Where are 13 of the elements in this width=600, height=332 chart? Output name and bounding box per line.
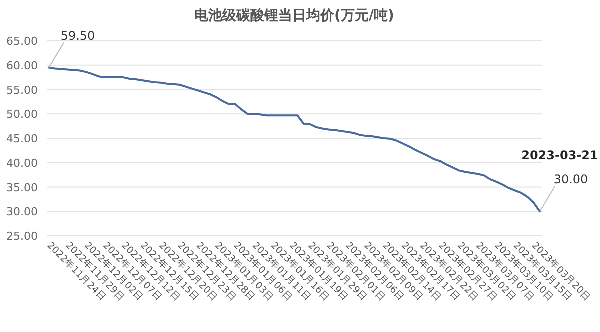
y-tick-label: 65.00 — [6, 35, 38, 48]
annotation: 2023-03-21 — [522, 148, 598, 163]
y-tick-label: 45.00 — [6, 132, 38, 146]
y-tick-label: 30.00 — [6, 206, 38, 219]
data-label: 59.50 — [60, 28, 96, 43]
chart-title: 电池级碳酸锂当日均价(万元/吨) — [194, 8, 394, 24]
y-tick-label: 55.00 — [6, 84, 38, 97]
y-tick-label: 35.00 — [6, 181, 38, 194]
data-label: 30.00 — [554, 172, 588, 187]
y-tick-label: 50.00 — [6, 108, 38, 122]
y-tick-label: 60.00 — [6, 59, 38, 72]
y-tick-label: 25.00 — [6, 230, 38, 243]
y-tick-label: 40.00 — [6, 156, 38, 170]
